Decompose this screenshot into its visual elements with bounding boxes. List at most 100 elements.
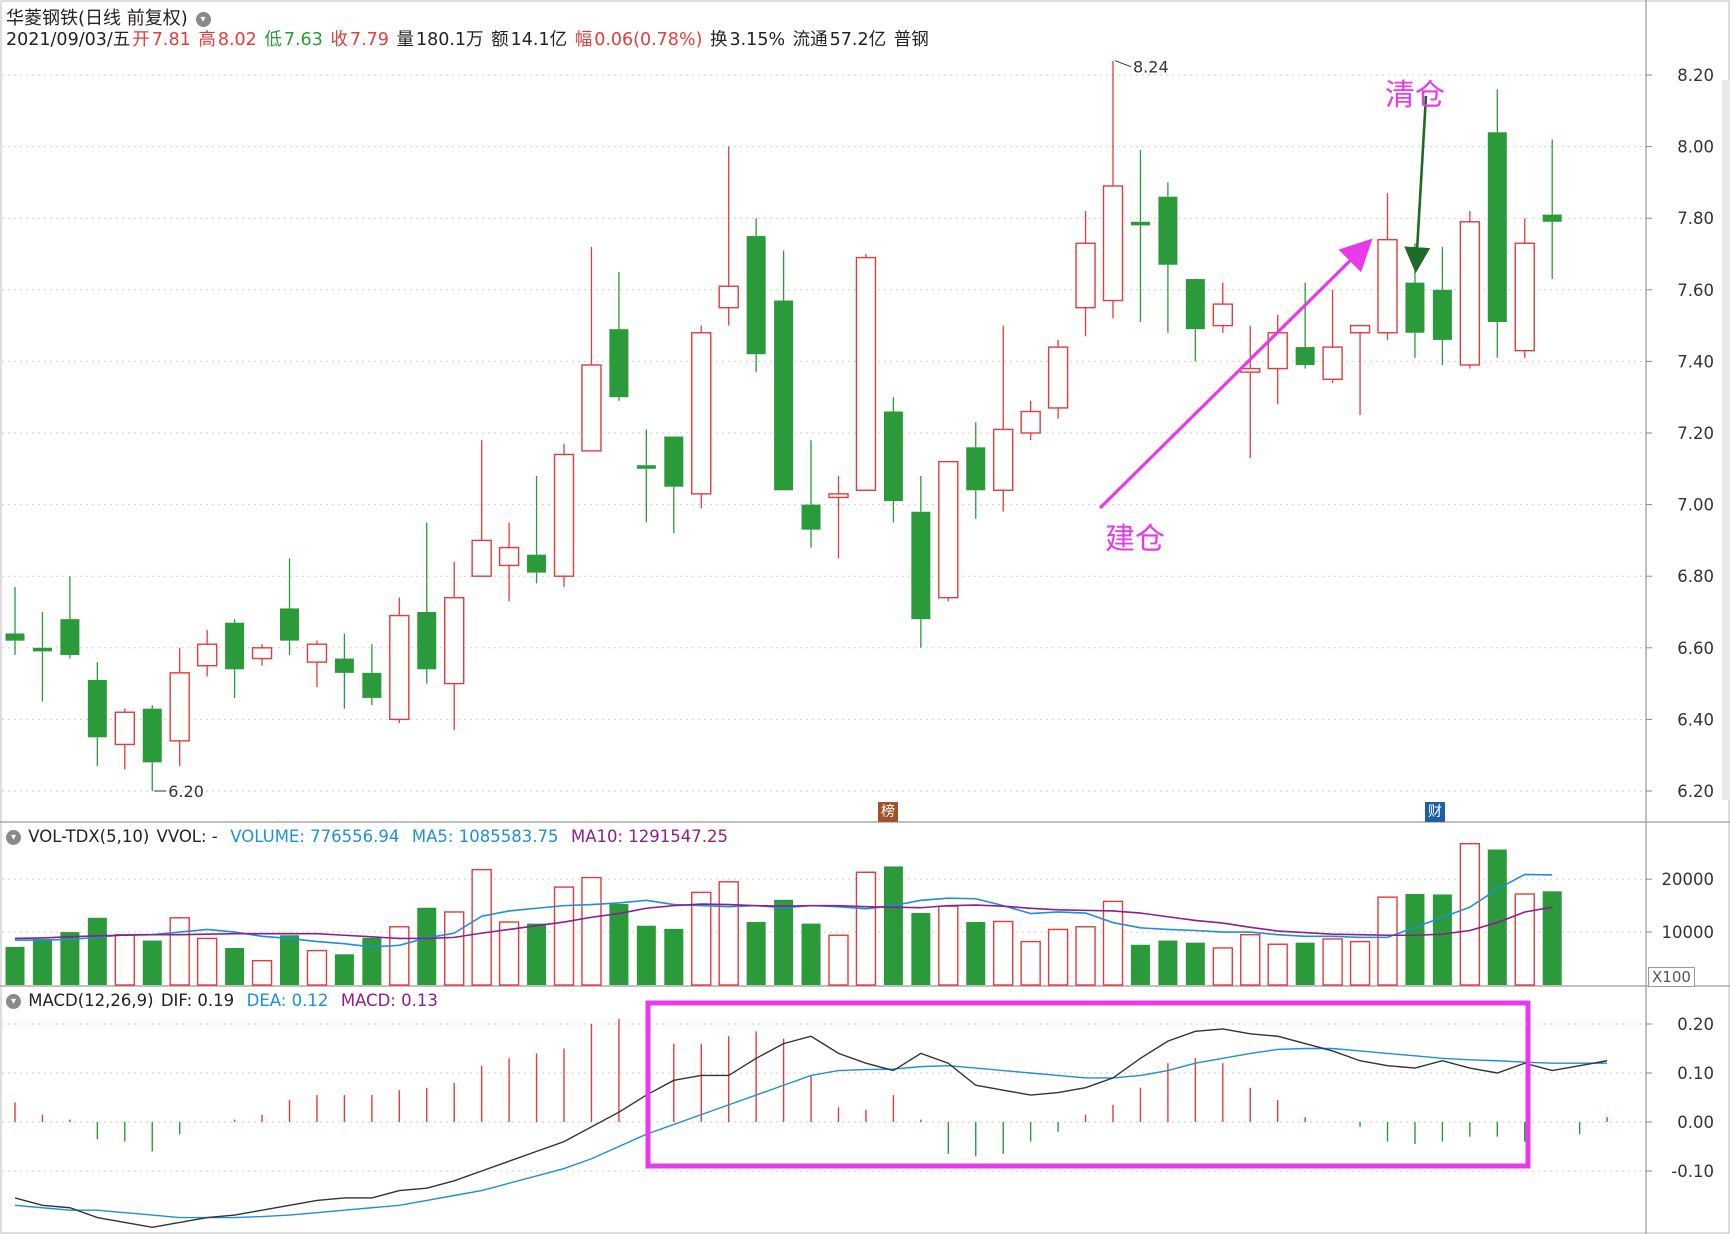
candle-body bbox=[581, 364, 602, 452]
scrollbar bbox=[1722, 80, 1730, 800]
candle bbox=[1240, 325, 1261, 459]
low-label: 低 bbox=[264, 30, 282, 50]
volume-bar bbox=[774, 899, 794, 985]
volume-bar bbox=[911, 913, 931, 985]
candle bbox=[883, 397, 903, 523]
candle-body bbox=[1349, 324, 1371, 334]
candle-body bbox=[87, 680, 107, 738]
candle bbox=[389, 597, 410, 723]
candle bbox=[828, 475, 849, 559]
price-tick-label: 7.60 bbox=[1677, 281, 1714, 300]
volume-ma10-line bbox=[14, 903, 1553, 940]
high-price-label: 8.24 bbox=[1133, 58, 1169, 77]
volume-bar bbox=[1487, 849, 1507, 985]
candle bbox=[196, 629, 218, 677]
candle bbox=[1102, 60, 1124, 319]
volume-bar bbox=[581, 876, 602, 986]
volume-bar bbox=[1075, 926, 1096, 986]
candle-body bbox=[196, 643, 218, 667]
buy-arrow bbox=[1098, 238, 1373, 510]
high-label-pointer bbox=[1114, 60, 1132, 68]
candle-body bbox=[1047, 346, 1069, 409]
candle-body bbox=[114, 711, 136, 746]
volume-bar bbox=[1459, 843, 1481, 986]
settings-dropdown-icon[interactable]: ▾ bbox=[195, 11, 211, 27]
volume-bar bbox=[114, 934, 136, 986]
volume-bar bbox=[1267, 943, 1288, 986]
price-tick-label: 7.20 bbox=[1677, 424, 1714, 443]
macd-indicator-title: MACD(12,26,9) bbox=[28, 991, 154, 1010]
candle bbox=[993, 325, 1014, 512]
candle bbox=[60, 576, 80, 659]
volume-bar bbox=[60, 932, 80, 985]
candle bbox=[225, 619, 245, 698]
volume-bar bbox=[1542, 891, 1562, 985]
volume-bar bbox=[1102, 900, 1124, 986]
candle bbox=[966, 422, 986, 519]
candle-body bbox=[32, 647, 52, 652]
volume-bar bbox=[1405, 893, 1425, 985]
candle-body bbox=[306, 643, 328, 663]
candle bbox=[5, 586, 25, 655]
vol-panel-menu-icon[interactable]: ▾ bbox=[6, 830, 21, 845]
candle-body bbox=[911, 511, 931, 620]
volume-bar bbox=[1377, 896, 1398, 986]
volume-bar bbox=[362, 937, 382, 985]
price-tick-label: 6.60 bbox=[1677, 639, 1714, 658]
volume-bar bbox=[1240, 934, 1261, 986]
volume-bar bbox=[444, 911, 465, 986]
stock-title: 华菱钢铁(日线 前复权) bbox=[6, 8, 188, 29]
amount-value: 14.1亿 bbox=[510, 30, 568, 50]
candle-body bbox=[225, 622, 245, 670]
candle-body bbox=[362, 672, 382, 698]
candle-body bbox=[855, 256, 877, 491]
macd-panel-menu-icon[interactable]: ▾ bbox=[6, 994, 21, 1009]
candle bbox=[1212, 282, 1234, 333]
candle bbox=[938, 460, 959, 602]
volume-bar bbox=[1514, 893, 1535, 986]
volume-tick-label: 20000 bbox=[1662, 870, 1715, 889]
candle-body bbox=[1158, 196, 1178, 265]
candle bbox=[1185, 279, 1205, 362]
candle bbox=[609, 271, 629, 401]
candle-body bbox=[883, 411, 903, 502]
volume-ma5-line bbox=[15, 873, 1553, 948]
candle bbox=[1020, 400, 1041, 441]
finance-marker[interactable]: 财 bbox=[1425, 802, 1445, 822]
volume-bar bbox=[306, 949, 328, 986]
ranking-marker[interactable]: 榜 bbox=[878, 802, 898, 822]
change-value: 0.06(0.78%) bbox=[594, 30, 703, 50]
candle bbox=[417, 522, 437, 684]
volume-bar bbox=[1020, 940, 1041, 986]
candle-body bbox=[5, 633, 25, 641]
dif-value: DIF: 0.19 bbox=[160, 991, 235, 1010]
volume-value: 180.1万 bbox=[415, 30, 484, 50]
low-price-label: 6.20 bbox=[168, 782, 204, 801]
amount-label: 额 bbox=[491, 30, 509, 50]
candle-body bbox=[1322, 346, 1343, 380]
volume-bar bbox=[609, 904, 629, 985]
volume-label: 量 bbox=[396, 30, 414, 50]
macd-tick-label: 0.00 bbox=[1677, 1113, 1714, 1132]
candle-body bbox=[1377, 238, 1398, 334]
high-value: 8.02 bbox=[217, 30, 257, 50]
candle-body bbox=[966, 447, 986, 491]
candle-body bbox=[527, 554, 547, 573]
buy-annotation: 建仓 bbox=[1105, 522, 1165, 557]
candle bbox=[718, 146, 739, 326]
candle-body bbox=[1295, 347, 1315, 365]
quote-info-row: 2021/09/03/五开 7.81 高 8.02 低 7.63 收 7.79 量 180… bbox=[6, 30, 931, 50]
candle-body bbox=[1487, 132, 1507, 323]
candle bbox=[691, 325, 712, 509]
price-tick-label: 6.40 bbox=[1677, 710, 1714, 729]
candle bbox=[306, 640, 328, 688]
volume-bar bbox=[1047, 928, 1069, 986]
macd-tick-label: 0.20 bbox=[1677, 1015, 1714, 1034]
dea-value: DEA: 0.12 bbox=[246, 991, 329, 1010]
candle-body bbox=[417, 612, 437, 670]
volume-bar bbox=[993, 920, 1014, 986]
dea-line bbox=[14, 1047, 1608, 1219]
candle-body bbox=[691, 332, 712, 495]
macd-panel-header: ▾ MACD(12,26,9) DIF: 0.19 DEA: 0.12 MACD… bbox=[6, 991, 440, 1011]
